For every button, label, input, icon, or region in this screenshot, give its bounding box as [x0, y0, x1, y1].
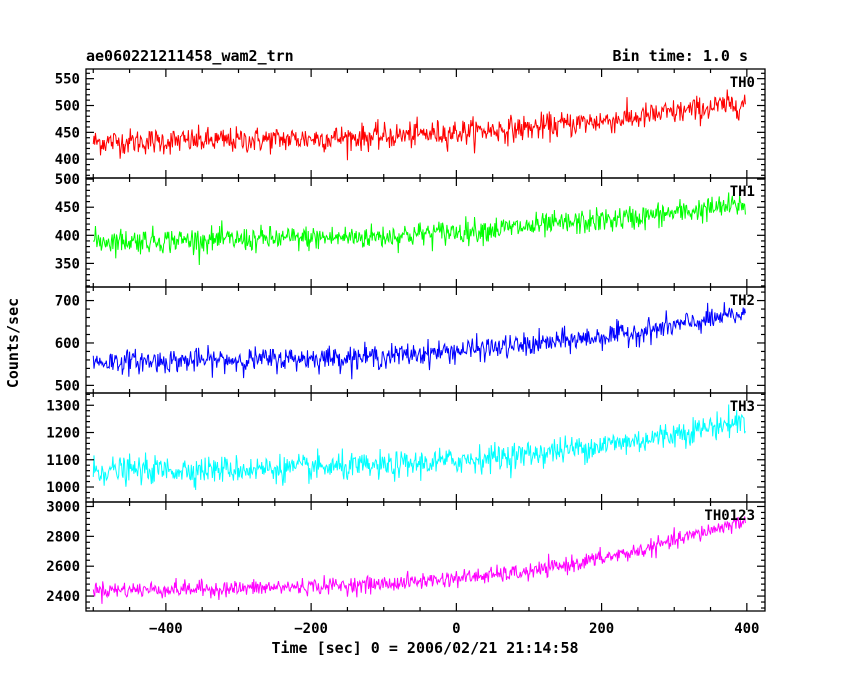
y-tick-label: 500 — [55, 378, 80, 394]
panel-th1: 350 400 450 500 TH1 — [55, 172, 766, 288]
chart-title-right: Bin time: 1.0 s — [613, 47, 748, 65]
x-tick-label: −400 — [149, 621, 183, 637]
y-tick-label: 3000 — [46, 499, 80, 515]
y-tick-label: 1300 — [46, 398, 80, 414]
y-tick-label: 1000 — [46, 480, 80, 496]
series-line-th1 — [92, 192, 746, 265]
x-tick-label: 200 — [589, 621, 614, 637]
panel-frame — [85, 286, 766, 394]
panel-label: TH0123 — [704, 508, 755, 524]
y-tick-label: 600 — [55, 336, 80, 352]
y-tick-label: 450 — [55, 200, 80, 216]
panel-th0: 400 450 500 550 TH0 — [55, 68, 766, 179]
y-tick-label: 2400 — [46, 589, 80, 605]
y-tick-label: 400 — [55, 228, 80, 244]
x-axis-label: Time [sec] 0 = 2006/02/21 21:14:58 — [271, 639, 578, 657]
y-tick-label: 500 — [55, 99, 80, 115]
panel-th3: 1000 1100 1200 1300 TH3 — [46, 392, 766, 503]
x-tick-label: −200 — [294, 621, 328, 637]
y-axis-label: Counts/sec — [4, 298, 22, 388]
panel-frame — [85, 68, 766, 179]
y-tick-label: 550 — [55, 72, 80, 88]
panel-label: TH0 — [730, 75, 755, 91]
y-tick-label: 1100 — [46, 453, 80, 469]
y-tick-label: 700 — [55, 294, 80, 310]
series-line-th0123 — [92, 516, 746, 604]
y-tick-label: 350 — [55, 256, 80, 272]
panel-label: TH1 — [730, 184, 755, 200]
panel-th0123: 2400 2600 2800 3000 TH0123 — [46, 499, 766, 612]
panel-label: TH3 — [730, 399, 755, 415]
series-line-th0 — [92, 89, 746, 161]
panel-frame — [85, 501, 766, 612]
x-axis: −400 −200 0 200 400 — [149, 621, 759, 637]
y-tick-label: 500 — [55, 172, 80, 188]
chart-title-left: ae060221211458_wam2_trn — [86, 47, 294, 65]
panel-th2: 500 600 700 TH2 — [55, 286, 766, 394]
x-tick-label: 400 — [734, 621, 759, 637]
x-tick-label: 0 — [452, 621, 460, 637]
series-line-th2 — [92, 302, 746, 380]
panel-label: TH2 — [730, 293, 755, 309]
y-tick-label: 2800 — [46, 529, 80, 545]
y-tick-label: 400 — [55, 152, 80, 168]
y-tick-label: 1200 — [46, 426, 80, 442]
panels-group: 400 450 500 550 TH0 350 400 450 500 TH1 500 600 700 T… — [46, 68, 766, 612]
series-line-th3 — [92, 404, 746, 491]
y-tick-label: 450 — [55, 125, 80, 141]
y-tick-label: 2600 — [46, 559, 80, 575]
